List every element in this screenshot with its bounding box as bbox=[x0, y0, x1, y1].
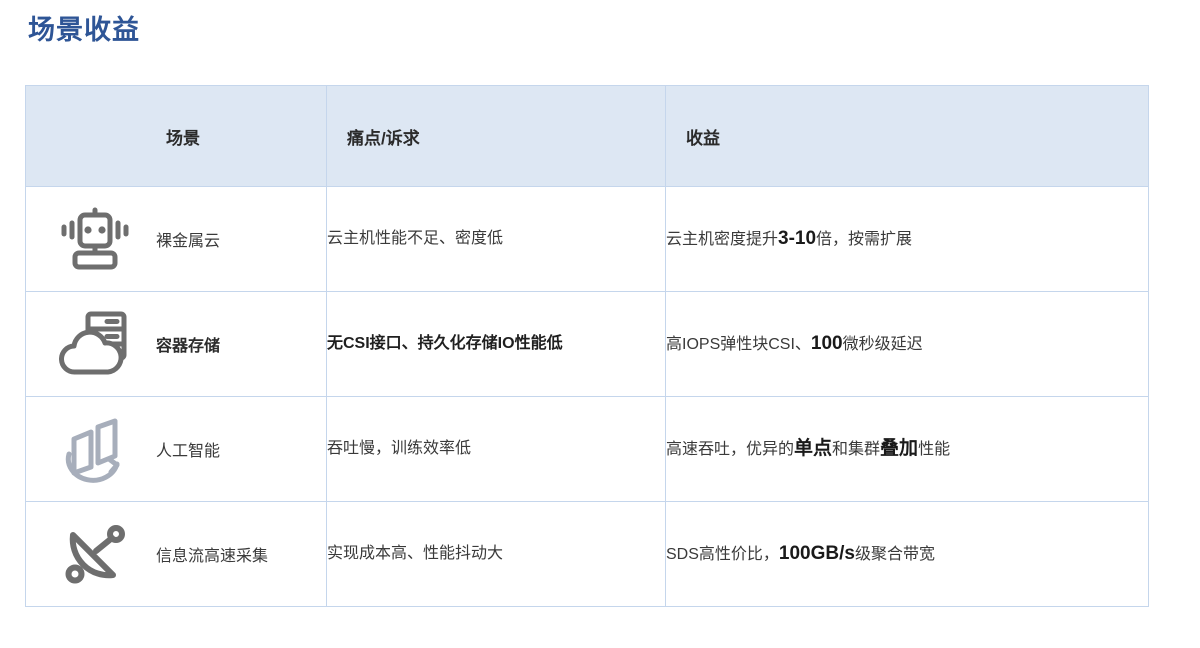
scene-benefit-table: 场景 痛点/诉求 收益 裸金属云 云主机性能不足、密度低 云主机密度提升3-10倍， bbox=[25, 85, 1149, 607]
scene-label: 裸金属云 bbox=[156, 233, 221, 250]
benefit-highlight: 叠加 bbox=[880, 437, 919, 459]
scene-label: 人工智能 bbox=[156, 443, 221, 460]
pain-point-cell: 无CSI接口、持久化存储IO性能低 bbox=[326, 291, 666, 397]
satellite-dish-icon bbox=[56, 517, 134, 591]
benefit-highlight: 100 bbox=[810, 332, 843, 354]
benefit-text: 微秒级延迟 bbox=[842, 335, 923, 353]
page-title: 场景收益 bbox=[28, 15, 140, 45]
benefit-cell: 云主机密度提升3-10倍，按需扩展 bbox=[665, 186, 1149, 292]
benefit-cell: 高IOPS弹性块CSI、100微秒级延迟 bbox=[665, 291, 1149, 397]
column-header-scene-label: 场景 bbox=[166, 128, 200, 148]
benefit-cell: SDS高性价比，100GB/s级聚合带宽 bbox=[665, 501, 1149, 607]
benefit-text: 级聚合带宽 bbox=[854, 545, 935, 563]
benefit-cell: 高速吞吐，优异的单点和集群叠加性能 bbox=[665, 396, 1149, 502]
scene-cell: 裸金属云 bbox=[25, 186, 327, 292]
column-header-benefit: 收益 bbox=[665, 85, 1149, 187]
robot-icon bbox=[56, 202, 134, 276]
benefit-highlight: 100GB/s bbox=[778, 542, 855, 564]
benefit-highlight: 3-10 bbox=[778, 227, 817, 249]
table-row: 人工智能 吞吐慢，训练效率低 高速吞吐，优异的单点和集群叠加性能 bbox=[25, 396, 1149, 502]
table-row: 裸金属云 云主机性能不足、密度低 云主机密度提升3-10倍，按需扩展 bbox=[25, 186, 1149, 292]
benefit-text: SDS高性价比， bbox=[666, 545, 779, 563]
pain-point-cell: 云主机性能不足、密度低 bbox=[326, 186, 666, 292]
column-header-pain: 痛点/诉求 bbox=[326, 85, 666, 187]
table-header: 场景 痛点/诉求 收益 bbox=[25, 85, 1149, 187]
scene-cell: 容器存储 bbox=[25, 291, 327, 397]
benefit-text: 高速吞吐，优异的 bbox=[666, 440, 795, 458]
benefit-text: 和集群 bbox=[832, 440, 881, 458]
table-header-row: 场景 痛点/诉求 收益 bbox=[25, 85, 1149, 187]
benefit-text: 云主机密度提升 bbox=[666, 230, 779, 248]
cloud-server-icon bbox=[56, 307, 134, 381]
ai-panels-icon bbox=[56, 412, 134, 486]
scene-cell: 人工智能 bbox=[25, 396, 327, 502]
column-header-pain-label: 痛点/诉求 bbox=[347, 128, 420, 148]
column-header-benefit-label: 收益 bbox=[686, 128, 720, 148]
scene-label: 容器存储 bbox=[156, 338, 221, 355]
pain-point-cell: 实现成本高、性能抖动大 bbox=[326, 501, 666, 607]
benefit-text: 倍，按需扩展 bbox=[816, 230, 913, 248]
table-body: 裸金属云 云主机性能不足、密度低 云主机密度提升3-10倍，按需扩展 容器存储 无CS… bbox=[25, 186, 1149, 607]
table-row: 信息流高速采集 实现成本高、性能抖动大 SDS高性价比，100GB/s级聚合带宽 bbox=[25, 501, 1149, 607]
benefit-text: 性能 bbox=[918, 440, 951, 458]
benefit-text: 高IOPS弹性块CSI、 bbox=[666, 335, 811, 353]
scene-label: 信息流高速采集 bbox=[156, 548, 269, 565]
scene-cell: 信息流高速采集 bbox=[25, 501, 327, 607]
benefit-highlight: 单点 bbox=[794, 437, 833, 459]
table-row: 容器存储 无CSI接口、持久化存储IO性能低 高IOPS弹性块CSI、100微秒级延… bbox=[25, 291, 1149, 397]
pain-point-cell: 吞吐慢，训练效率低 bbox=[326, 396, 666, 502]
column-header-scene: 场景 bbox=[25, 85, 327, 187]
